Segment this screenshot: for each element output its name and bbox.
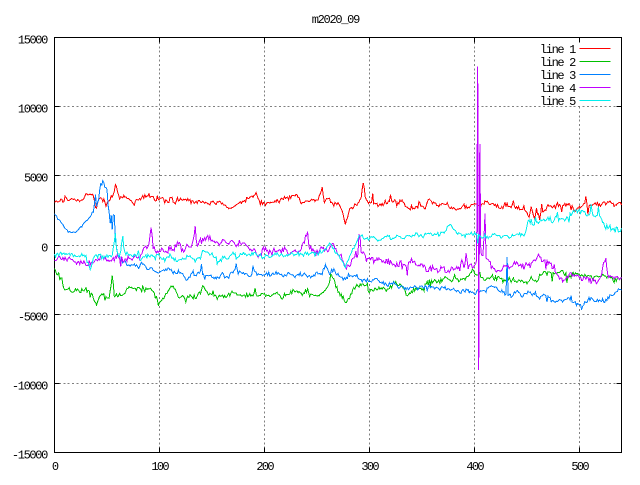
svg-text:15000: 15000 [18,34,48,48]
svg-text:-5000: -5000 [18,311,48,325]
svg-text:line 5: line 5 [540,95,576,109]
svg-text:10000: 10000 [18,103,48,117]
svg-text:m2020_09: m2020_09 [312,13,361,27]
svg-text:-15000: -15000 [12,449,48,463]
svg-text:500: 500 [571,460,589,474]
svg-text:400: 400 [466,460,484,474]
svg-text:line 2: line 2 [540,56,576,70]
svg-text:-10000: -10000 [12,380,48,394]
svg-text:5000: 5000 [24,172,48,186]
svg-text:line 4: line 4 [540,82,576,96]
svg-text:line 1: line 1 [540,43,576,57]
svg-text:line 3: line 3 [540,69,576,83]
svg-text:0: 0 [52,460,59,474]
svg-text:200: 200 [256,460,274,474]
svg-text:300: 300 [361,460,379,474]
svg-text:100: 100 [151,460,169,474]
svg-text:0: 0 [41,242,48,256]
